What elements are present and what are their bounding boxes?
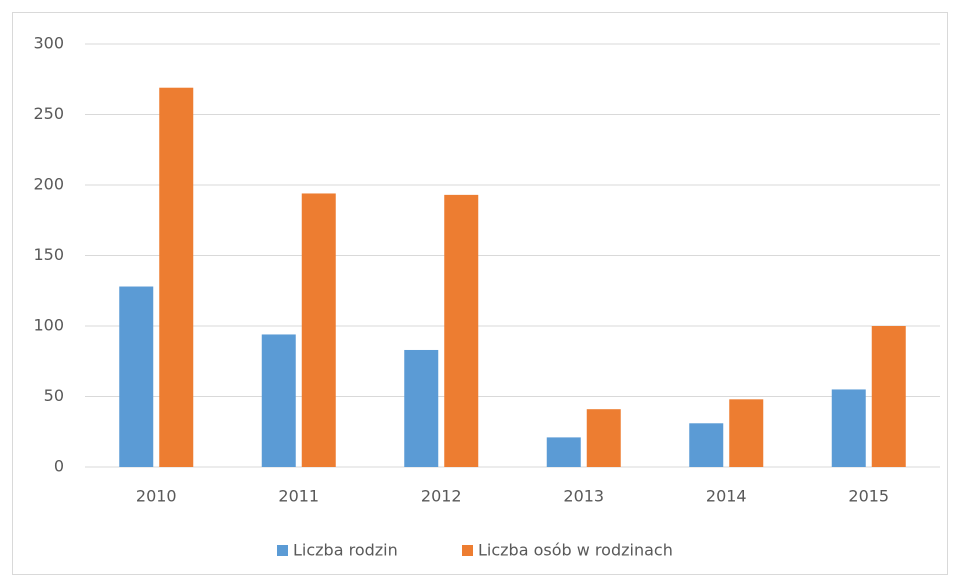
- x-tick-label: 2010: [136, 487, 177, 506]
- x-tick-label: 2015: [848, 487, 889, 506]
- bar: [831, 389, 866, 467]
- bar: [261, 334, 296, 467]
- bar: [729, 399, 764, 467]
- bar: [404, 349, 439, 467]
- legend-label: Liczba osób w rodzinach: [478, 541, 673, 560]
- x-tick-label: 2013: [563, 487, 604, 506]
- x-tick-label: 2012: [421, 487, 462, 506]
- x-tick-label: 2011: [278, 487, 319, 506]
- bar: [159, 87, 194, 468]
- x-tick-label: 2014: [706, 487, 747, 506]
- legend-label: Liczba rodzin: [293, 541, 398, 560]
- y-tick-label: 200: [33, 175, 64, 194]
- bar: [689, 423, 724, 467]
- bar: [301, 193, 336, 467]
- y-tick-label: 50: [44, 386, 64, 405]
- bar: [546, 437, 581, 467]
- bar: [444, 194, 479, 467]
- y-tick-label: 100: [33, 316, 64, 335]
- legend-swatch: [462, 545, 473, 556]
- y-tick-label: 250: [33, 104, 64, 123]
- y-tick-label: 300: [33, 34, 64, 53]
- legend-swatch: [277, 545, 288, 556]
- y-tick-label: 0: [54, 457, 64, 476]
- y-tick-label: 150: [33, 245, 64, 264]
- bar: [119, 286, 154, 467]
- bar: [586, 409, 621, 467]
- bar: [871, 326, 906, 467]
